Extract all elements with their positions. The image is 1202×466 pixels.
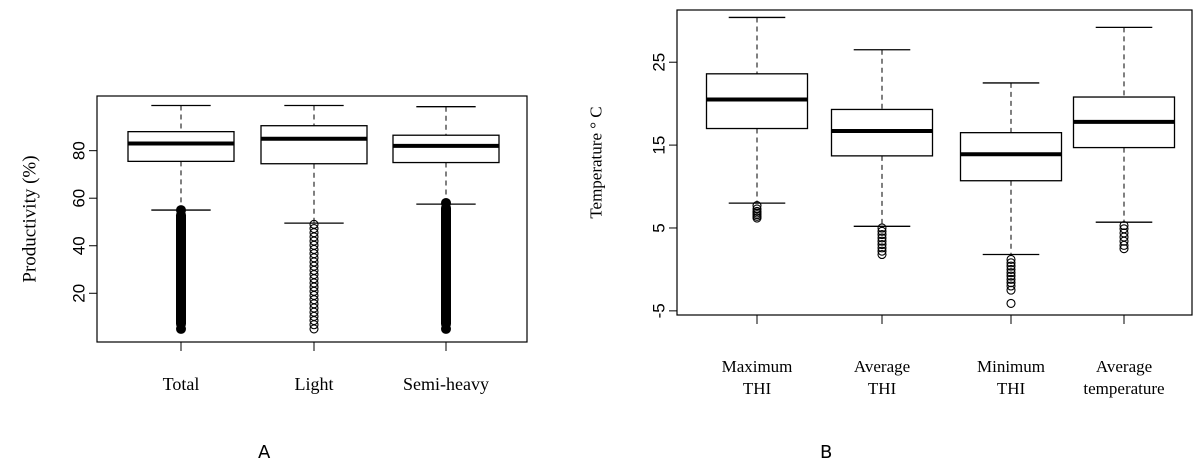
panel-b-category-label: temperature (1083, 379, 1164, 398)
panel-b-category-label: THI (743, 379, 772, 398)
panel-a-outlier-point (441, 197, 451, 208)
panel-b-outlier-point (1006, 271, 1016, 281)
panel-a-box (392, 134, 500, 164)
panel-a-outlier-point (441, 323, 451, 334)
panel-b-outlier-point (877, 226, 887, 236)
panel-a-y-axis-label: Productivity (%) (20, 155, 41, 282)
panel-a-box (260, 125, 368, 165)
panel-a-outlier-point (309, 320, 319, 330)
panel-b-y-tick-label: -5 (650, 303, 669, 318)
panel-b-category-label: THI (868, 379, 897, 398)
panel-b-outlier-point (752, 213, 762, 223)
panel-a-y-tick-label: 40 (70, 236, 89, 255)
panel-b-category-label: THI (997, 379, 1026, 398)
panel-a-y-tick-label: 80 (70, 141, 89, 160)
panel-a-y-tick-label: 20 (70, 284, 89, 303)
panel-b-category-label: Average (1096, 357, 1152, 376)
panel-b-outlier-point (877, 249, 887, 260)
panel-b-category-label: Average (854, 357, 910, 376)
panel-b-outlier-point (1006, 264, 1016, 274)
panel-b-y-tick-label: 5 (650, 223, 669, 232)
panel-b-outlier-point (877, 240, 887, 250)
panel-a-outlier-point (309, 324, 319, 334)
panel-a-category-label: Total (163, 374, 200, 394)
panel-label-a: A (258, 442, 271, 463)
panel-b-outlier-point (1119, 240, 1129, 250)
panel-b-outlier-point (1006, 281, 1016, 291)
panel-b-category-label: Maximum (722, 357, 793, 376)
panel-b-outlier-point (877, 230, 887, 240)
panel-b-outlier-point (1006, 285, 1016, 295)
panel-a-box (127, 131, 235, 163)
panel-b-outlier-point (1006, 268, 1016, 278)
panel-b-outlier-point (1006, 261, 1016, 271)
panel-b-outlier-point (877, 246, 887, 256)
panel-a-category-label: Light (295, 374, 334, 394)
panel-b-outlier-point (1006, 258, 1016, 268)
panel-b-outlier-point (1006, 298, 1016, 308)
panel-b-box (959, 132, 1063, 182)
panel-a-outlier-point (176, 264, 186, 275)
panel-b-y-tick-label: 15 (650, 136, 669, 155)
panel-b-category-label: Minimum (977, 357, 1045, 376)
panel-b-outlier-point (1006, 274, 1016, 284)
panel-b-outlier-point (877, 233, 887, 243)
panel-b-outlier-point (1006, 254, 1016, 265)
panel-a-outlier-point (176, 205, 186, 216)
panel-b-outlier-point (877, 236, 887, 246)
panel-label-b: B (820, 442, 833, 463)
panel-b-plot-frame (676, 9, 1193, 316)
panel-b-outlier-point (877, 243, 887, 253)
panel-b-outlier-point (877, 223, 887, 233)
panel-b-y-axis-label: Temperature ° C (587, 106, 606, 218)
panel-a-y-tick-label: 60 (70, 189, 89, 208)
panel-b-y-tick-label: 25 (650, 53, 669, 72)
panel-a-plot-frame (96, 95, 528, 343)
panel-a-outlier-point (176, 323, 186, 334)
panel-a-category-label: Semi-heavy (403, 374, 489, 394)
panel-a-outlier-point (441, 260, 451, 271)
panel-b-outlier-point (1119, 244, 1129, 254)
